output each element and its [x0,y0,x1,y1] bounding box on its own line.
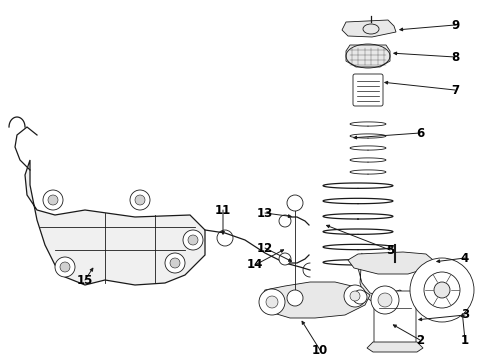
Text: 11: 11 [215,203,231,216]
Circle shape [259,289,285,315]
Polygon shape [367,342,423,352]
Circle shape [378,293,392,307]
Text: 14: 14 [247,258,263,271]
Circle shape [170,258,180,268]
Polygon shape [348,252,433,274]
FancyBboxPatch shape [374,291,416,350]
Circle shape [350,291,360,301]
Circle shape [434,282,450,298]
Polygon shape [358,253,408,323]
Circle shape [135,195,145,205]
Text: 12: 12 [257,242,273,255]
Text: 3: 3 [461,309,469,321]
Circle shape [165,253,185,273]
Circle shape [353,290,367,304]
Circle shape [43,190,63,210]
Circle shape [279,215,291,227]
Circle shape [48,195,58,205]
Text: 6: 6 [416,126,424,140]
Circle shape [55,257,75,277]
Text: 7: 7 [451,84,459,96]
Polygon shape [25,160,205,285]
Circle shape [371,286,399,314]
Text: 5: 5 [386,243,394,257]
Circle shape [344,285,366,307]
Text: 9: 9 [451,18,459,32]
Circle shape [410,258,474,322]
Polygon shape [342,20,396,37]
Text: 4: 4 [461,252,469,265]
Circle shape [183,230,203,250]
Polygon shape [346,45,390,67]
FancyBboxPatch shape [353,74,383,106]
Circle shape [266,296,278,308]
Circle shape [287,195,303,211]
Text: 10: 10 [312,343,328,356]
Circle shape [60,262,70,272]
Text: 1: 1 [461,333,469,346]
Circle shape [188,235,198,245]
Polygon shape [260,282,370,318]
Text: 13: 13 [257,207,273,220]
Text: 15: 15 [77,274,93,287]
Circle shape [424,272,460,308]
Text: 2: 2 [416,333,424,346]
Circle shape [279,253,291,265]
Circle shape [130,190,150,210]
Circle shape [287,290,303,306]
Text: 8: 8 [451,50,459,63]
